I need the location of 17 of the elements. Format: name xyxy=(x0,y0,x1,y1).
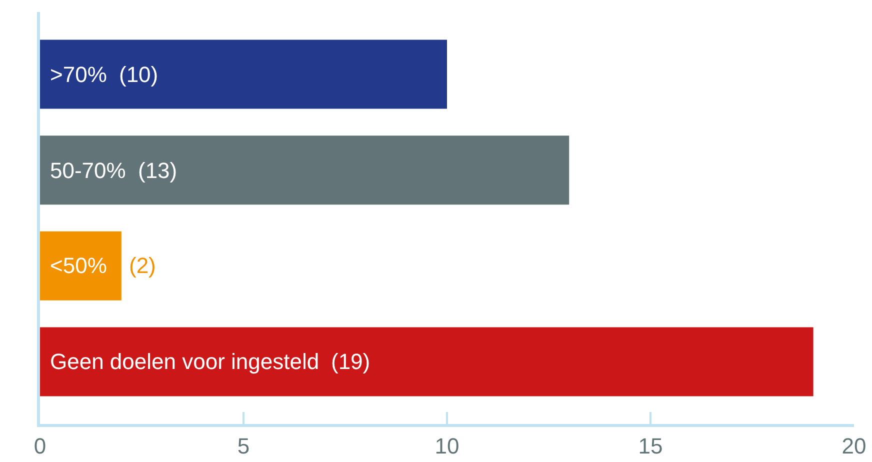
bar xyxy=(40,136,570,205)
y-tick-label: Geen doelen voor ingesteld xyxy=(50,349,320,374)
x-tick-label: 15 xyxy=(638,433,663,458)
data-label: (2) xyxy=(129,253,156,278)
x-tick-label: 5 xyxy=(237,433,250,458)
y-tick-label: <50% xyxy=(50,253,107,278)
x-tick-label: 10 xyxy=(434,433,460,458)
bar xyxy=(40,231,122,300)
data-label: (13) xyxy=(138,158,178,183)
data-label: (10) xyxy=(119,62,158,87)
bar xyxy=(40,327,814,396)
y-tick-label: >70% xyxy=(50,62,107,87)
bar xyxy=(40,40,447,109)
data-label: (19) xyxy=(331,349,370,374)
x-tick-label: 20 xyxy=(842,433,866,458)
x-tick-label: 0 xyxy=(34,433,46,458)
y-tick-label: 50-70% xyxy=(50,158,126,183)
